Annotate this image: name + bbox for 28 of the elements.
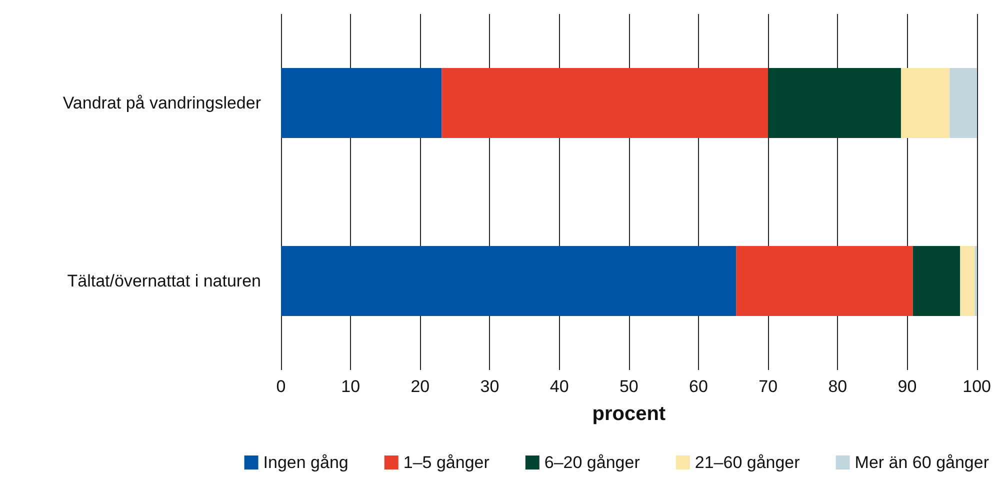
x-tick-label: 80 <box>828 377 848 396</box>
legend-label: 21–60 gånger <box>694 453 800 472</box>
legend-label: Ingen gång <box>263 453 348 472</box>
x-tick-label: 0 <box>276 377 286 396</box>
x-tick-label: 40 <box>550 377 569 396</box>
bar <box>950 68 977 138</box>
legend-label: 6–20 gånger <box>544 453 640 472</box>
x-tick-label: 60 <box>689 377 708 396</box>
x-tick-label: 30 <box>480 377 500 396</box>
legend-label: 1–5 gånger <box>403 453 490 472</box>
bar <box>442 68 768 138</box>
bar <box>736 246 913 316</box>
bar <box>960 246 975 316</box>
bar <box>768 68 901 138</box>
x-tick-label: 70 <box>758 377 778 396</box>
bar <box>900 68 950 138</box>
x-tick-label: 90 <box>898 377 917 396</box>
bar <box>912 246 960 316</box>
x-tick-label: 20 <box>410 377 430 396</box>
x-tick-label: 50 <box>619 377 638 396</box>
legend-label: Mer än 60 gånger <box>854 453 990 472</box>
bar <box>281 246 736 316</box>
x-tick-label: 10 <box>341 377 360 396</box>
y-tick-label: Tältat/övernattat i naturen <box>67 272 261 290</box>
x-tick-label: 100 <box>962 377 992 396</box>
y-tick-label: Vandrat på vandringsleder <box>62 94 262 112</box>
x-axis-title: procent <box>592 403 666 425</box>
bar <box>281 68 442 138</box>
